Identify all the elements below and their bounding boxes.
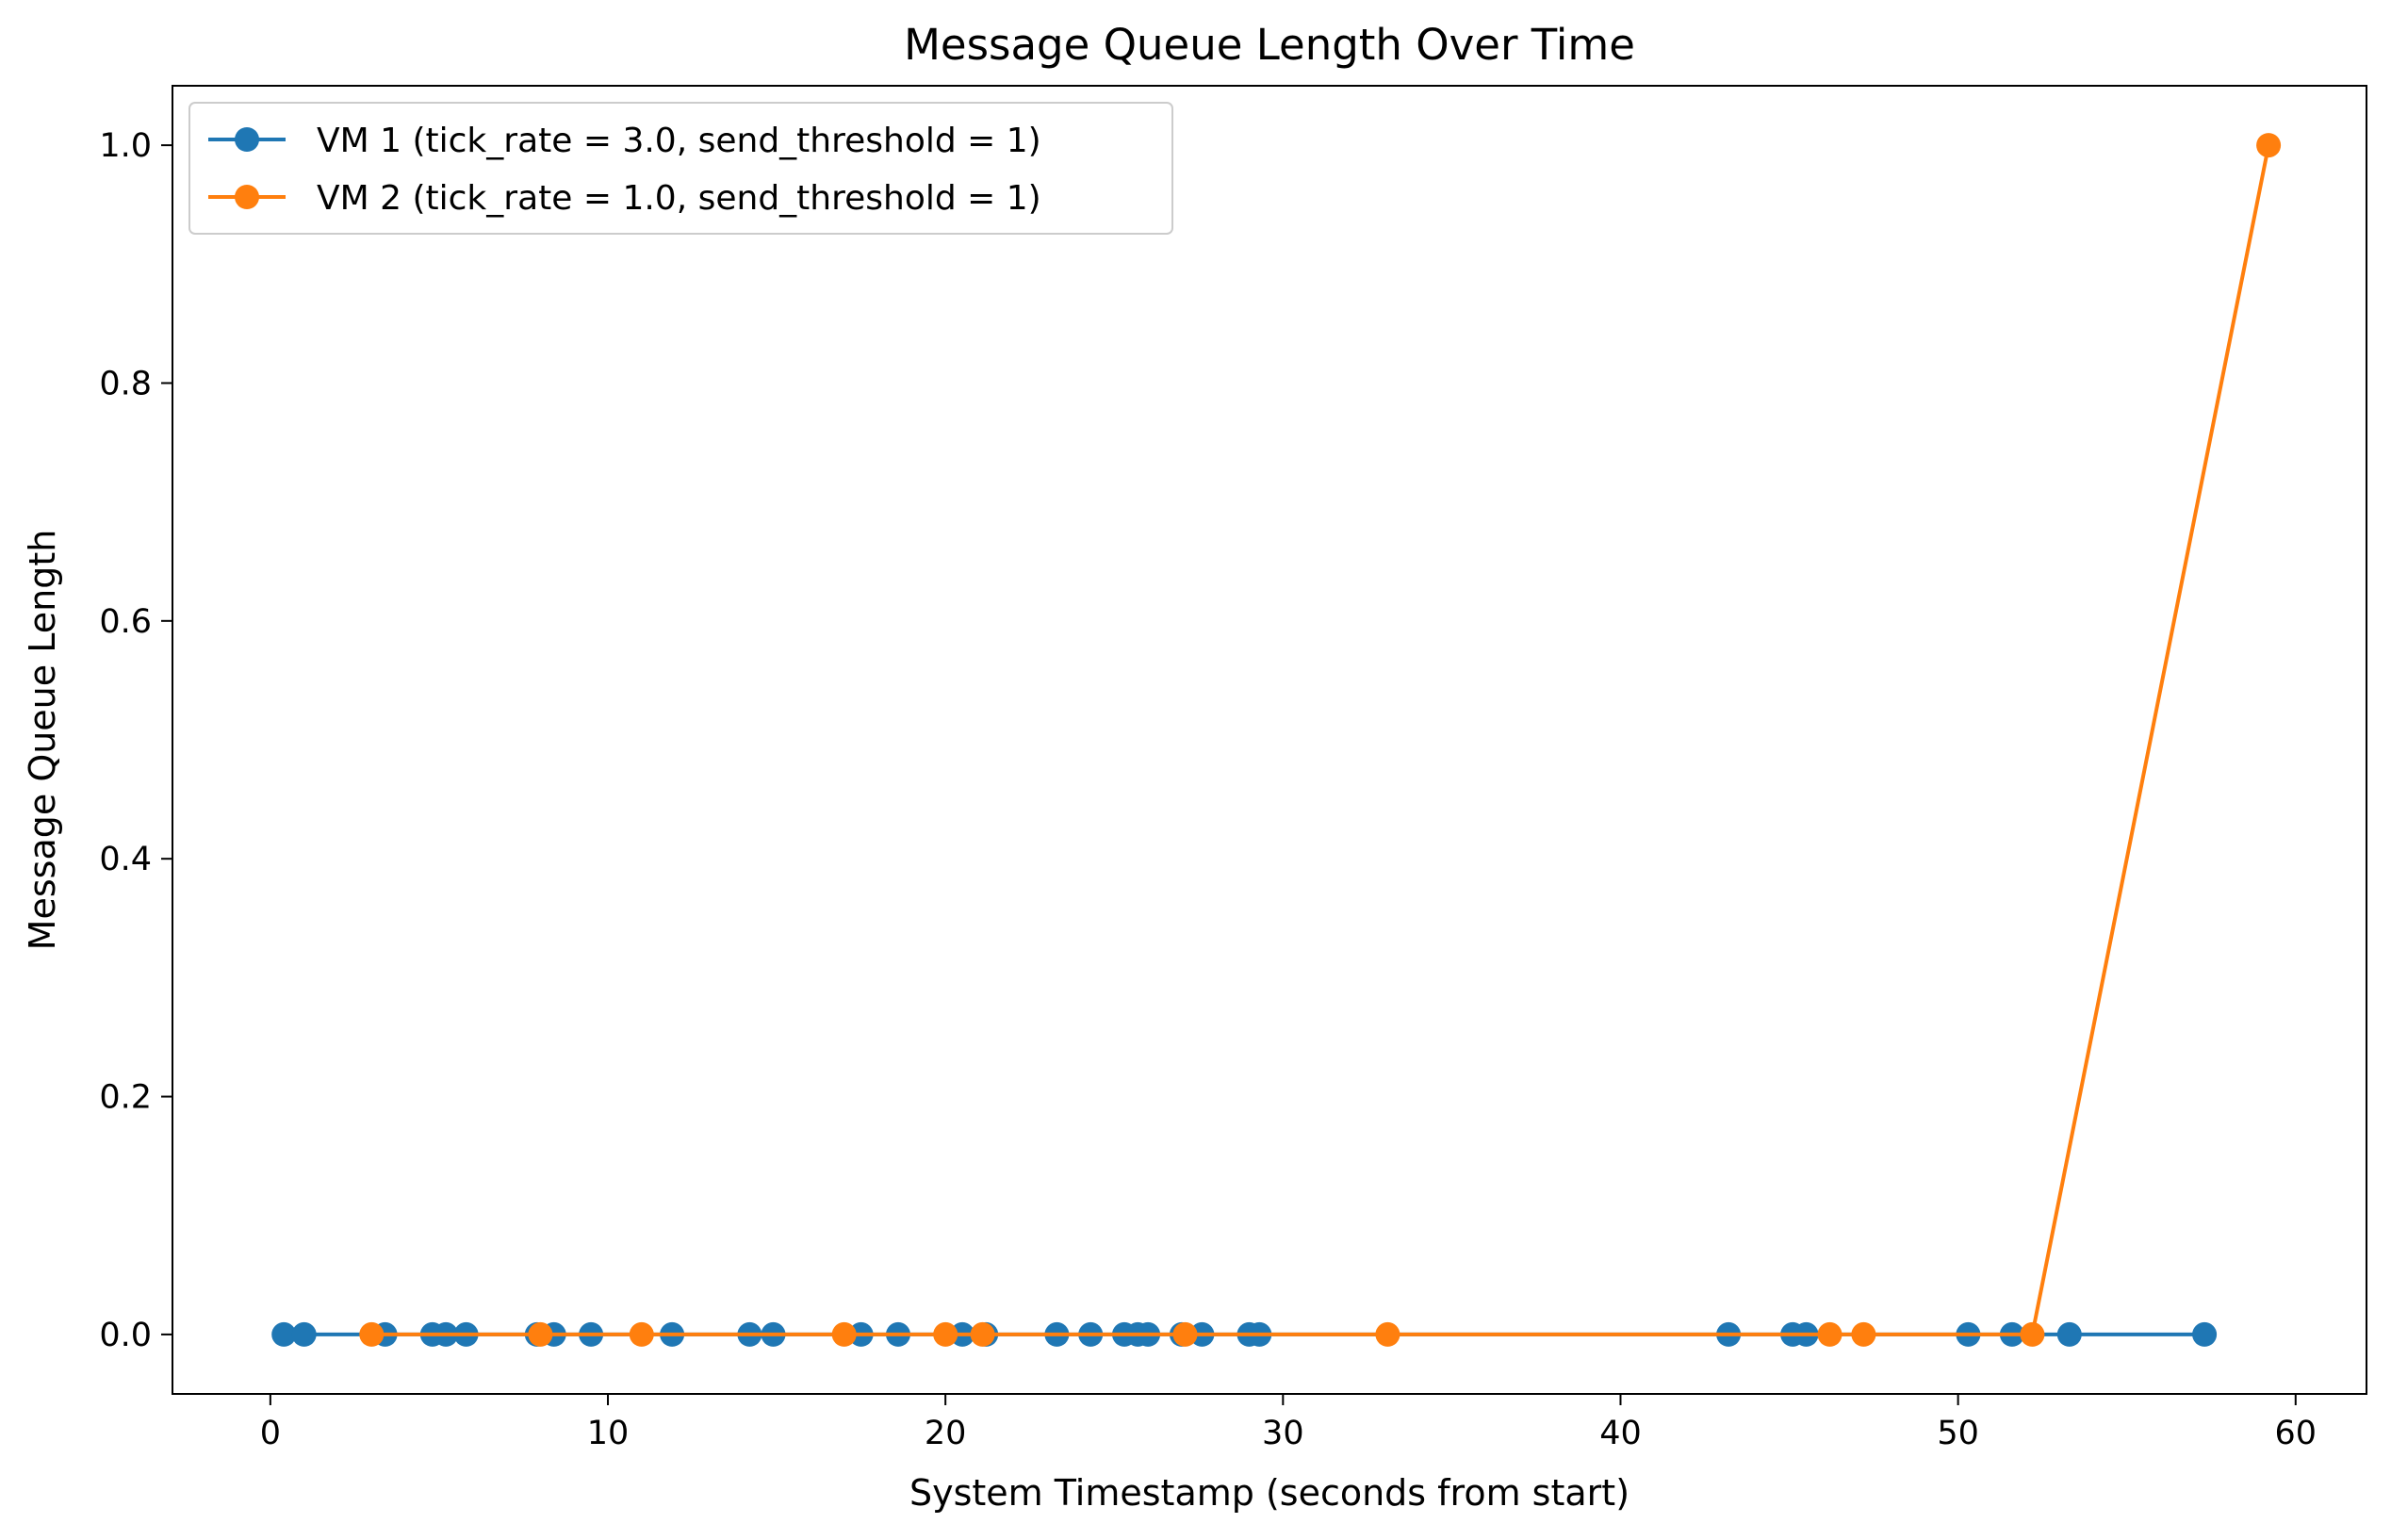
axis-ticks: 0 10 20 30 40 50 60 0.0 0.2 0.4 0.6 0.8 1.0 xyxy=(99,127,2317,1452)
plot-area xyxy=(172,86,2366,1394)
data-point-vm1 xyxy=(271,1321,297,1347)
data-point-vm2 xyxy=(831,1321,857,1347)
data-point-vm1 xyxy=(2056,1321,2082,1347)
x-tick-label: 20 xyxy=(925,1415,967,1452)
y-tick-label: 0.8 xyxy=(99,365,152,402)
y-tick-label: 0.4 xyxy=(99,841,152,878)
series-line-vm2 xyxy=(371,144,2271,1336)
legend-marker-vm1 xyxy=(235,127,259,152)
legend-label-vm2: VM 2 (tick_rate = 1.0, send_threshold = … xyxy=(317,179,1041,218)
legend: VM 1 (tick_rate = 3.0, send_threshold = … xyxy=(188,102,1173,235)
data-point-vm2 xyxy=(1817,1321,1842,1347)
x-tick-label: 50 xyxy=(1937,1415,1979,1452)
series-layer xyxy=(271,133,2282,1347)
y-tick-label: 0.2 xyxy=(99,1079,152,1117)
y-tick-label: 0.6 xyxy=(99,603,152,641)
x-tick-label: 10 xyxy=(587,1415,630,1452)
x-tick-label: 30 xyxy=(1262,1415,1304,1452)
data-point-vm2 xyxy=(629,1321,654,1347)
data-point-vm2 xyxy=(1172,1321,1198,1347)
data-point-vm1 xyxy=(2192,1321,2218,1347)
plot-frame xyxy=(172,85,2367,1395)
chart-title: Message Queue Length Over Time xyxy=(904,20,1635,70)
data-point-vm2 xyxy=(359,1321,385,1347)
y-tick-label: 1.0 xyxy=(99,127,152,165)
legend-marker-vm2 xyxy=(235,185,259,209)
data-point-vm2 xyxy=(2020,1321,2045,1347)
data-point-vm2 xyxy=(2256,133,2282,158)
data-point-vm2 xyxy=(528,1321,553,1347)
x-axis-label: System Timestamp (seconds from start) xyxy=(909,1472,1629,1514)
data-point-vm1 xyxy=(291,1321,317,1347)
x-tick-label: 40 xyxy=(1599,1415,1642,1452)
y-tick-label: 0.0 xyxy=(99,1317,152,1354)
series-vm2 xyxy=(359,133,2282,1347)
y-axis-label: Message Queue Length xyxy=(22,530,63,951)
legend-box xyxy=(188,102,1173,235)
legend-label-vm1: VM 1 (tick_rate = 3.0, send_threshold = … xyxy=(317,122,1041,160)
data-point-vm2 xyxy=(1375,1321,1400,1347)
x-tick-label: 0 xyxy=(260,1415,281,1452)
data-point-vm2 xyxy=(970,1321,995,1347)
x-tick-label: 60 xyxy=(2275,1415,2317,1452)
data-point-vm2 xyxy=(933,1321,958,1347)
data-point-vm2 xyxy=(1851,1321,1876,1347)
